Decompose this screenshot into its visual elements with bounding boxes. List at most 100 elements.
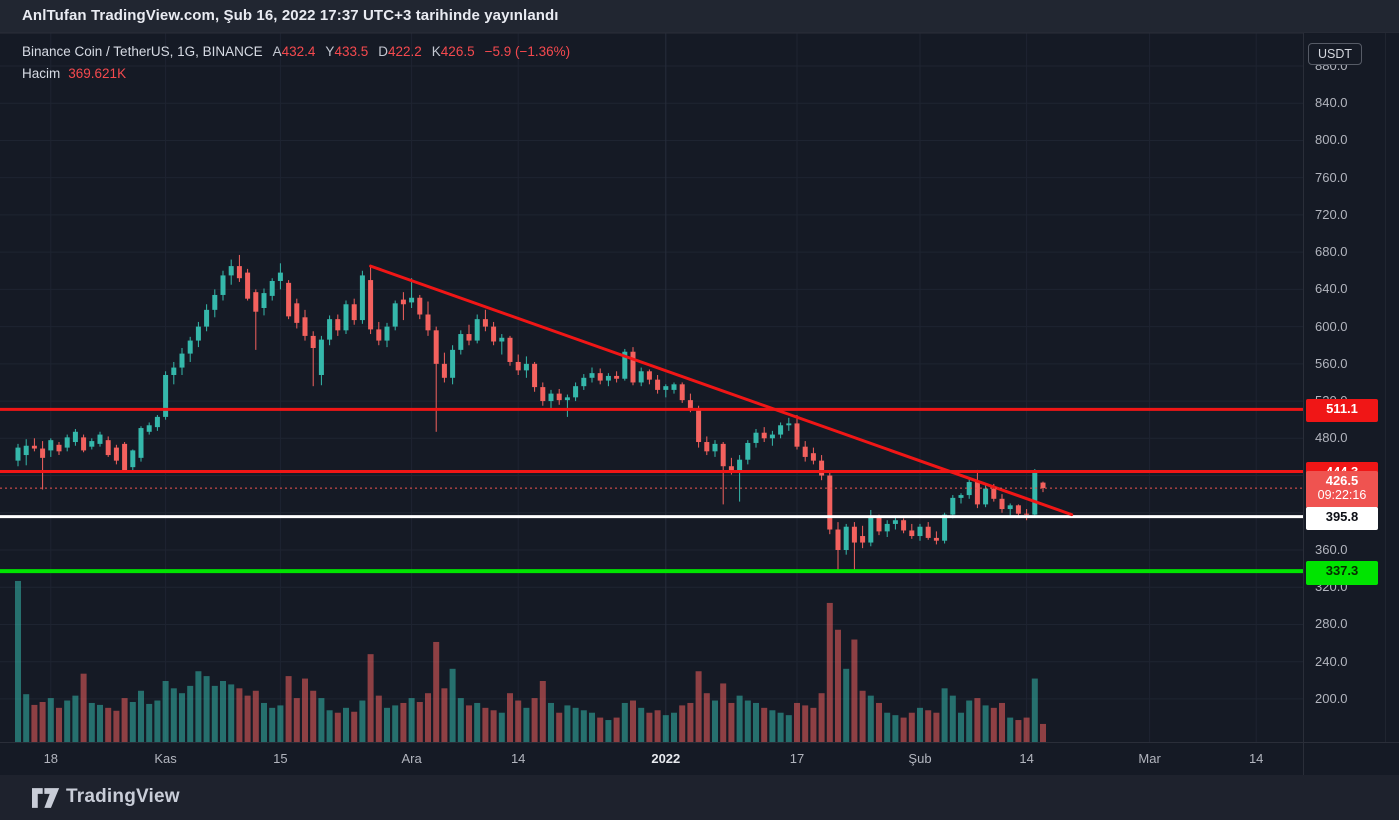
candle-body [491, 326, 497, 342]
candle-body [507, 337, 513, 362]
trendline[interactable] [369, 264, 1074, 517]
volume-bar [392, 705, 399, 742]
volume-bar [113, 710, 120, 742]
volume-bar [826, 602, 833, 742]
candle-body [474, 319, 480, 341]
candle-body [958, 495, 964, 498]
volume-bar [687, 702, 694, 742]
candle-body [655, 379, 661, 390]
candle-body [228, 266, 234, 276]
volume-bar [851, 639, 858, 742]
candle-body [646, 371, 652, 380]
candle-body [23, 445, 29, 456]
volume-bar [474, 702, 481, 742]
price-label-395.8[interactable]: 395.8 [1306, 506, 1378, 530]
volume-bar [753, 702, 759, 742]
volume-bar [252, 690, 259, 742]
volume-bar [564, 705, 571, 742]
publish-info: AnlTufan TradingView.com, Şub 16, 2022 1… [22, 7, 559, 24]
volume-bar [105, 707, 112, 742]
tradingview-logo-icon[interactable] [32, 786, 60, 810]
currency-toggle-button[interactable]: USDT [1308, 43, 1362, 65]
candle-body [523, 363, 529, 371]
volume-legend[interactable]: Hacim 369.621K [22, 66, 126, 81]
candle-body [761, 432, 767, 439]
time-tick-Şub: Şub [908, 751, 932, 766]
chart-canvas[interactable] [0, 0, 1399, 775]
volume-bar [384, 707, 390, 742]
axis-edge-line [1385, 33, 1386, 742]
volume-bar [490, 710, 497, 742]
candle-body [605, 375, 611, 381]
price-label-511.1[interactable]: 511.1 [1306, 399, 1378, 423]
volume-bar [244, 695, 251, 742]
candle-body [236, 266, 242, 279]
price-axis[interactable]: 200.0240.0280.0320.0360.0400.0440.0480.0… [1303, 33, 1399, 742]
candle-body [245, 272, 251, 299]
candle-body [72, 431, 78, 443]
footer-bar: TradingView [0, 775, 1399, 820]
volume-bar [343, 707, 349, 742]
volume-label: Hacim [22, 66, 61, 81]
price-tick-280.0: 280.0 [1315, 616, 1348, 632]
time-axis[interactable]: 18 Kas 15 Ara 14 2022 17 Şub 14 Mar 14 [0, 742, 1399, 776]
price-tick-200.0: 200.0 [1315, 690, 1348, 706]
candle-body [384, 326, 390, 341]
candle-body [31, 445, 37, 449]
volume-bar [498, 712, 505, 742]
volume-bar [662, 715, 669, 742]
volume-bar [958, 712, 964, 742]
ohlc-A: A432.4 [272, 44, 316, 59]
volume-bar [56, 707, 62, 742]
volume-bar [556, 712, 563, 742]
price-label-337.3[interactable]: 337.3 [1306, 560, 1378, 585]
volume-bar [589, 712, 595, 742]
candle-body [614, 375, 620, 379]
candle-body [573, 386, 579, 398]
volume-bar [900, 717, 907, 742]
volume-bar [523, 707, 530, 742]
volume-bar [728, 702, 735, 742]
volume-bar [531, 698, 538, 742]
volume-bar [572, 707, 579, 742]
volume-bar [162, 681, 169, 742]
chart-background [0, 33, 1399, 775]
symbol-legend[interactable]: Binance Coin / TetherUS, 1G, BINANCE A432… [22, 44, 570, 59]
volume-bar [375, 695, 382, 742]
price-tick-560.0: 560.0 [1315, 355, 1348, 371]
candle-body [154, 416, 160, 428]
candle-body [335, 319, 341, 331]
time-tick-18: 18 [43, 751, 59, 766]
candle-body [450, 349, 456, 378]
volume-bar [302, 678, 308, 742]
candle-body [983, 488, 989, 505]
price-label-426.5[interactable]: 426.5 09:22:16 [1306, 471, 1378, 509]
volume-bar [154, 700, 161, 742]
volume-bar [293, 698, 300, 742]
volume-bar [482, 707, 489, 742]
volume-bar [785, 715, 792, 742]
volume-bar [695, 671, 702, 742]
volume-bar [933, 712, 940, 742]
volume-bar [228, 684, 235, 742]
candle-body [671, 384, 677, 390]
candle-body [1024, 513, 1030, 515]
volume-bar [769, 710, 776, 742]
candle-body [327, 319, 333, 340]
tradingview-brand-text[interactable]: TradingView [66, 786, 180, 807]
volume-bar [416, 701, 423, 742]
symbol-title[interactable]: Binance Coin / TetherUS, 1G, BINANCE [22, 44, 263, 59]
candle-body [122, 443, 128, 471]
candle-body [1015, 505, 1021, 514]
candle-body [991, 488, 997, 499]
volume-bar [884, 712, 891, 742]
volume-bar [203, 676, 210, 742]
volume-bar [876, 702, 882, 742]
time-tick-17: 17 [789, 751, 805, 766]
volume-bar [867, 695, 874, 742]
volume-bar [548, 702, 554, 742]
candle-body [925, 526, 931, 538]
candle-body [589, 373, 595, 378]
time-tick-14: 14 [1248, 751, 1264, 766]
volume-bar [367, 654, 374, 742]
